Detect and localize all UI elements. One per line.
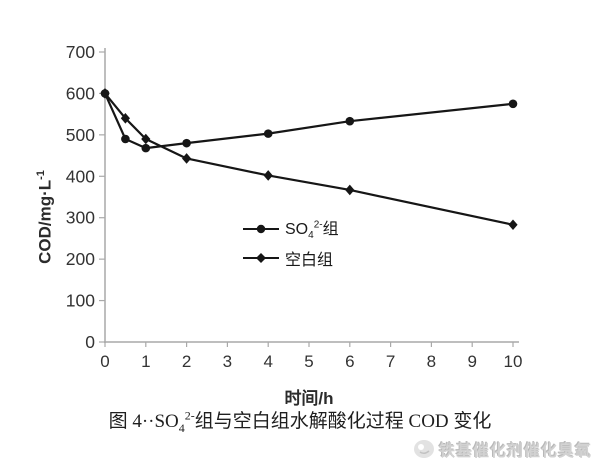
caption-sub: 4 (178, 420, 185, 435)
data-point-circle (141, 143, 151, 153)
caption-sup: 2- (184, 408, 195, 423)
data-point-diamond (263, 170, 273, 181)
y-tick-label: 300 (66, 208, 95, 228)
data-point-diamond (100, 88, 110, 99)
y-tick-label: 400 (66, 166, 95, 186)
data-point-diamond (345, 184, 355, 196)
x-axis-title: 时间/h (284, 389, 334, 408)
x-tick-label: 8 (427, 352, 436, 371)
y-tick-label: 600 (66, 83, 95, 103)
y-tick-label: 100 (66, 291, 95, 311)
x-tick-label: 5 (304, 352, 313, 371)
caption-post: 组与空白组水解酸化过程 COD 变化 (194, 411, 492, 432)
legend-diamond-marker-icon (243, 252, 279, 263)
legend-so4-sub: 4 (308, 230, 314, 242)
x-tick-label: 4 (263, 352, 272, 371)
data-point-circle (508, 99, 518, 109)
legend-label-so4: SO42-组 (285, 215, 339, 242)
y-axis-title-sup: -1 (35, 170, 47, 180)
legend-label-blank: 空白组 (285, 251, 334, 269)
y-tick-label: 200 (66, 249, 95, 269)
data-point-diamond (508, 219, 518, 231)
data-point-circle (182, 138, 191, 148)
figure-caption: 图 4··SO42-组与空白组水解酸化过程 COD 变化 (0, 406, 600, 436)
x-tick-label: 3 (223, 352, 232, 371)
chart-legend: SO42-组 空白组 (242, 214, 339, 272)
x-tick-label: 7 (386, 352, 395, 371)
x-tick-label: 9 (467, 352, 476, 371)
x-tick-label: 6 (345, 352, 354, 371)
legend-so4-post: 组 (322, 221, 339, 239)
data-point-circle (121, 134, 130, 144)
x-tick-label: 0 (100, 352, 109, 371)
legend-circle-marker-icon (243, 224, 279, 233)
legend-item-blank: 空白组 (242, 243, 339, 272)
data-point-diamond (120, 112, 130, 124)
y-tick-label: 700 (66, 42, 95, 62)
legend-item-so4: SO42-组 (242, 214, 339, 243)
data-point-diamond (141, 133, 151, 145)
data-point-circle (345, 116, 355, 126)
series-line-0 (103, 92, 514, 150)
legend-so4-pre: SO (285, 221, 309, 239)
y-axis-title: COD/mg·L-1 (35, 127, 57, 307)
y-tick-label: 0 (85, 332, 95, 352)
x-tick-label: 2 (182, 352, 191, 371)
cod-line-chart: 0 100 200 300 400 500 600 700 0 1 2 3 4 5 6 7 8 9 10 (66, 42, 523, 371)
legend-so4-sup: 2- (313, 220, 323, 232)
watermark-text: 铁基催化剂催化臭氧 (438, 443, 592, 460)
y-tick-label: 500 (66, 125, 95, 145)
x-tick-label: 10 (504, 352, 523, 371)
mascot-face-icon (413, 440, 434, 458)
data-point-circle (263, 129, 273, 138)
watermark: 铁基催化剂催化臭氧 (412, 437, 592, 461)
y-axis-title-text: COD/mg·L (35, 179, 55, 264)
data-point-diamond (182, 153, 192, 164)
series-line-1 (104, 92, 514, 226)
x-tick-label: 1 (141, 352, 150, 371)
caption-pre: 图 4··SO (108, 411, 179, 432)
